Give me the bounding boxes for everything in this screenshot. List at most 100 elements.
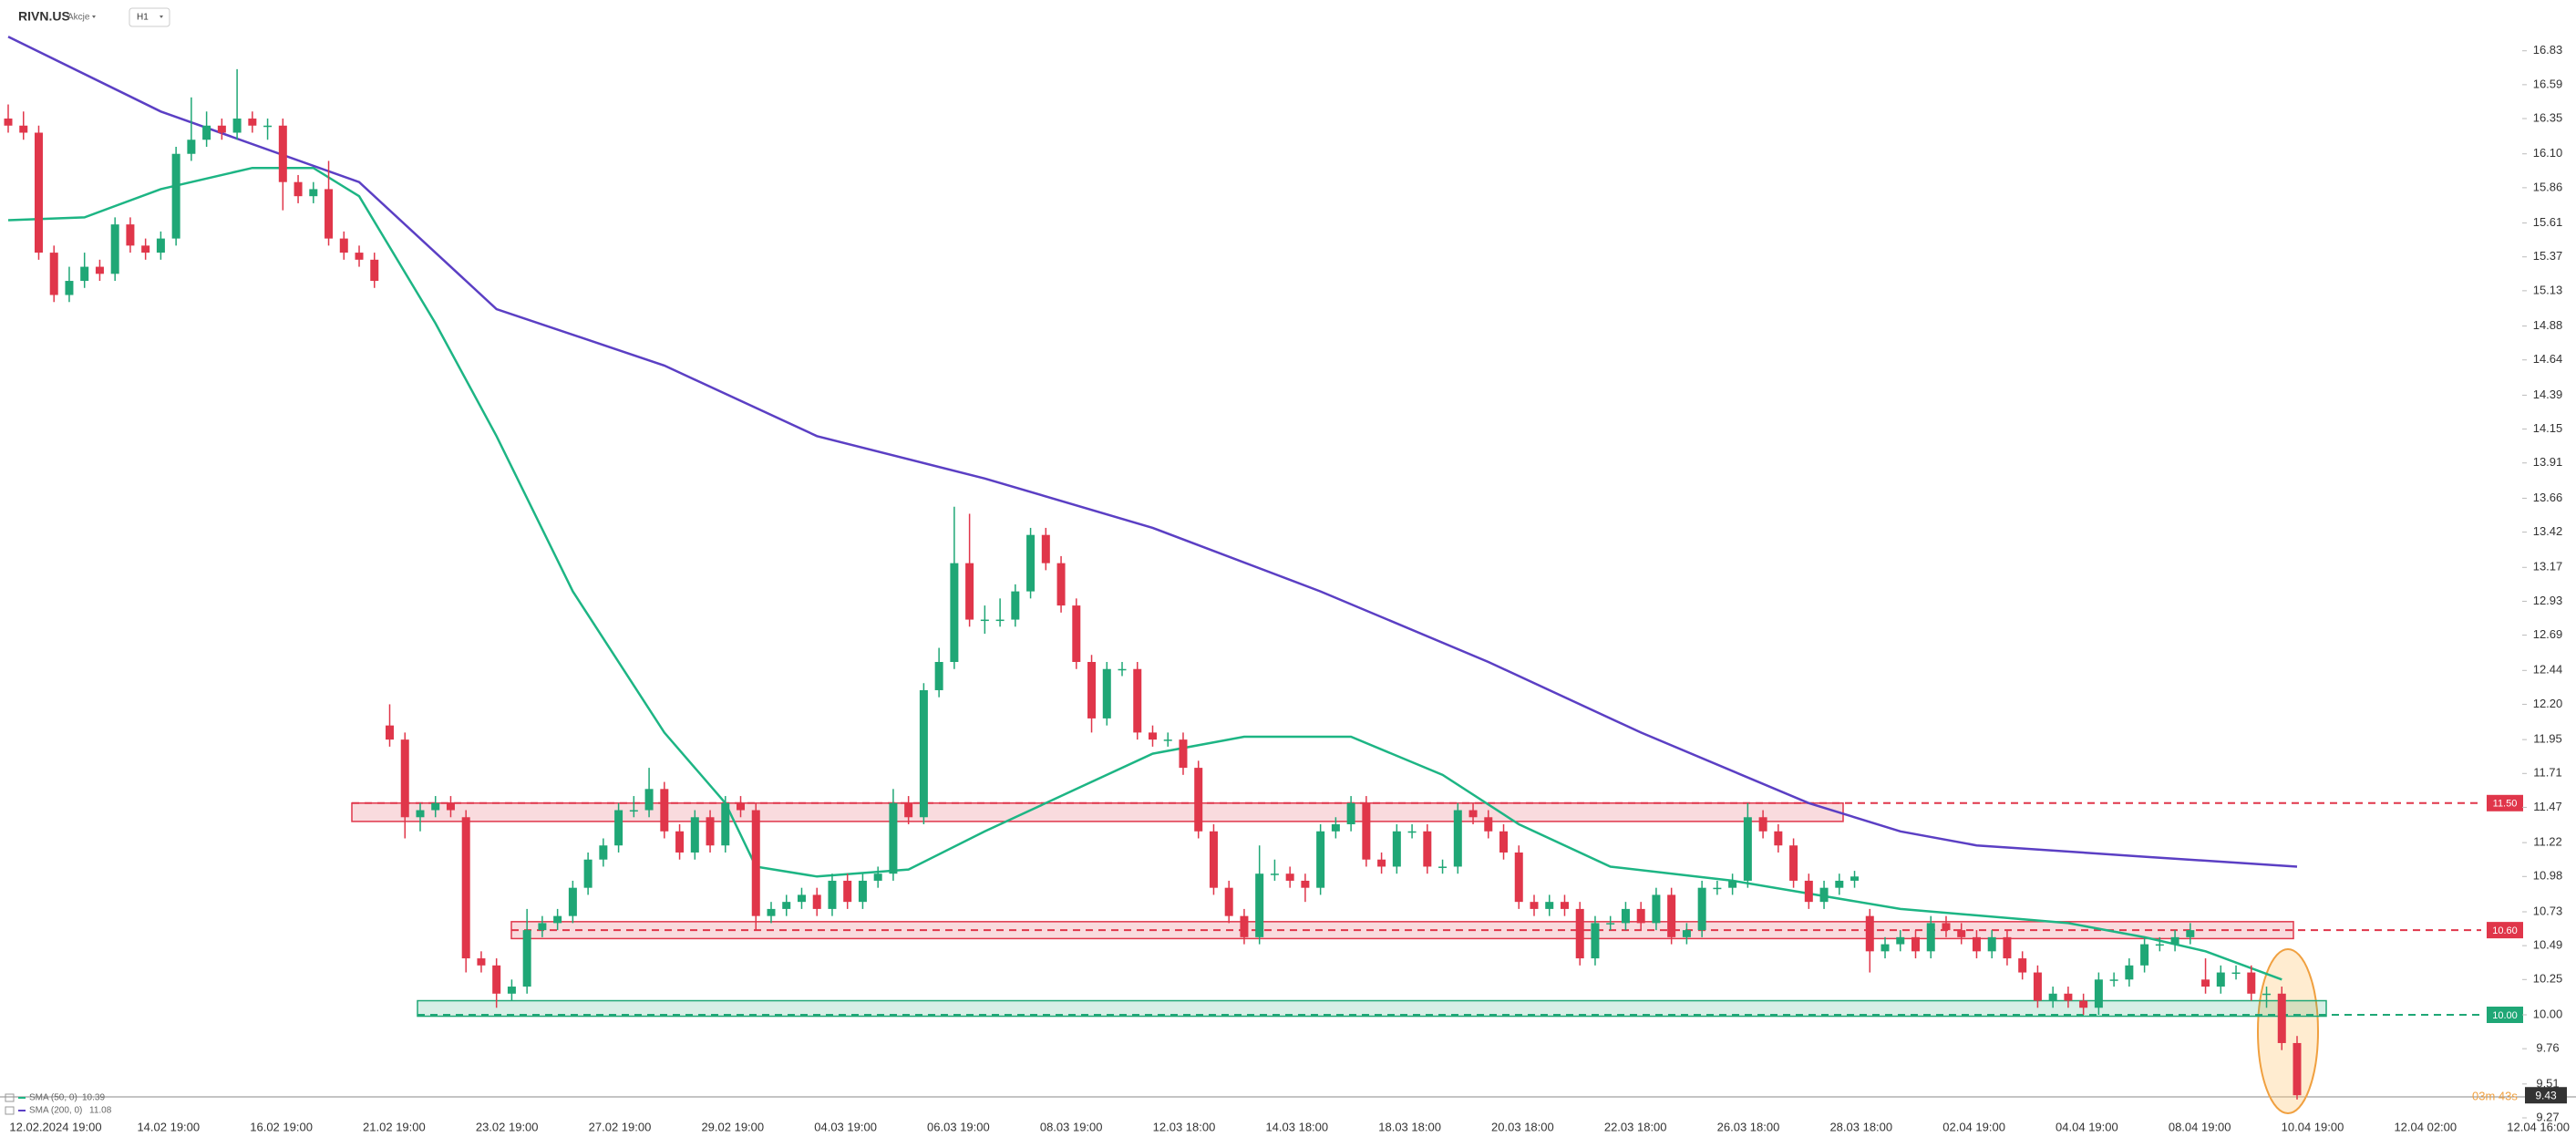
candle-body	[1880, 944, 1890, 952]
candle-body	[934, 662, 943, 690]
candle-body	[1926, 923, 1935, 952]
candle-body	[2170, 936, 2179, 945]
candle-body	[1149, 732, 1157, 740]
candle-body	[126, 224, 135, 246]
legend-icon	[5, 1106, 15, 1115]
candle-body	[1209, 831, 1218, 888]
last-price: 9.43	[2535, 1089, 2557, 1101]
candle-body	[782, 902, 791, 909]
candle-body	[1407, 831, 1417, 833]
candle-body	[644, 789, 654, 811]
candle-body	[2018, 958, 2027, 973]
y-tick-label: 16.10	[2533, 146, 2563, 160]
dropdown-caret[interactable]	[92, 16, 96, 18]
candle-body	[2109, 979, 2118, 981]
candle-body	[1453, 810, 1462, 867]
y-tick-label: 15.13	[2533, 283, 2563, 296]
candle-body	[1438, 866, 1448, 868]
candle-body	[278, 125, 287, 182]
candle-body	[1133, 668, 1142, 733]
candle-body	[629, 810, 638, 812]
candle-body	[2064, 993, 2073, 1001]
candle-body	[583, 859, 592, 888]
candle-body	[2048, 993, 2057, 1001]
candle-body	[843, 880, 852, 903]
y-tick-label: 10.98	[2533, 869, 2563, 883]
candle-body	[2125, 965, 2134, 980]
candle-body	[721, 802, 730, 846]
y-tick-label: 14.39	[2533, 388, 2563, 401]
legend-name: SMA (200, 0)	[29, 1106, 82, 1116]
candle-body	[309, 189, 318, 197]
candle-body	[95, 266, 104, 274]
candle-body	[386, 725, 394, 740]
candle-body	[141, 245, 150, 253]
level-label: 11.50	[2493, 799, 2518, 810]
candle-body	[1102, 668, 1111, 718]
candle-body	[416, 810, 425, 818]
x-tick-label: 28.03 18:00	[1829, 1120, 1892, 1133]
countdown: 03m 43s	[2472, 1090, 2518, 1103]
candle-body	[1377, 859, 1386, 867]
candle-body	[294, 181, 303, 197]
y-tick-label: 10.25	[2533, 972, 2563, 986]
candle-body	[767, 908, 776, 916]
x-tick-label: 10.04 19:00	[2282, 1120, 2344, 1133]
candle-body	[492, 965, 501, 994]
candle-body	[1484, 817, 1493, 832]
candle-body	[1468, 810, 1478, 818]
y-tick-label: 12.44	[2533, 663, 2563, 677]
candle-body	[2003, 936, 2012, 959]
timeframe-caret	[160, 16, 163, 18]
candle-body	[1255, 873, 1264, 937]
candle-body	[2186, 930, 2195, 937]
candle-body	[1331, 824, 1340, 832]
candle-body	[889, 802, 898, 874]
candle-body	[706, 817, 715, 846]
y-tick-label: 16.59	[2533, 77, 2563, 90]
candle-body	[1194, 768, 1203, 832]
y-tick-label: 12.93	[2533, 594, 2563, 607]
y-tick-label: 12.20	[2533, 697, 2563, 710]
legend-value: 11.08	[89, 1106, 112, 1116]
candle-body	[2140, 944, 2149, 966]
x-tick-label: 12.04 16:00	[2507, 1120, 2570, 1133]
candle-body	[2277, 993, 2286, 1043]
y-tick-label: 9.27	[2536, 1110, 2559, 1123]
y-tick-label: 14.64	[2533, 352, 2563, 366]
x-tick-label: 23.02 19:00	[476, 1120, 539, 1133]
candle-body	[1392, 831, 1401, 867]
timeframe-box[interactable]	[129, 7, 170, 27]
candle-body	[1545, 902, 1554, 909]
candle-body	[919, 689, 928, 818]
candle-body	[507, 987, 516, 994]
y-tick-label: 16.35	[2533, 110, 2563, 124]
timeframe: H1	[137, 13, 149, 23]
zone	[417, 999, 2327, 1018]
candle-body	[4, 119, 13, 126]
candle-body	[1591, 923, 1600, 959]
candle-body	[1850, 876, 1860, 881]
candle-body	[1819, 887, 1829, 903]
candle-body	[19, 125, 28, 133]
x-tick-label: 12.02.2024 19:00	[9, 1120, 101, 1133]
candle-body	[1072, 605, 1081, 663]
level-label-box	[2487, 794, 2523, 811]
candle-body	[2247, 972, 2256, 994]
candle-body	[1056, 563, 1066, 606]
candle-body	[1896, 936, 1905, 945]
candle-body	[873, 873, 882, 881]
candle-body	[202, 125, 211, 140]
candle-body	[858, 880, 867, 903]
candle-body	[797, 894, 806, 903]
candle-body	[65, 281, 74, 295]
candle-body	[1179, 739, 1188, 769]
x-tick-label: 12.04 02:00	[2394, 1120, 2457, 1133]
market: Akcje	[67, 13, 90, 23]
y-tick-label: 13.91	[2533, 455, 2563, 469]
x-tick-label: 02.04 19:00	[1942, 1120, 2005, 1133]
candle-body	[1621, 908, 1630, 924]
level-label: 10.60	[2492, 925, 2518, 936]
candle-body	[1362, 802, 1371, 860]
candle-body	[812, 894, 821, 909]
